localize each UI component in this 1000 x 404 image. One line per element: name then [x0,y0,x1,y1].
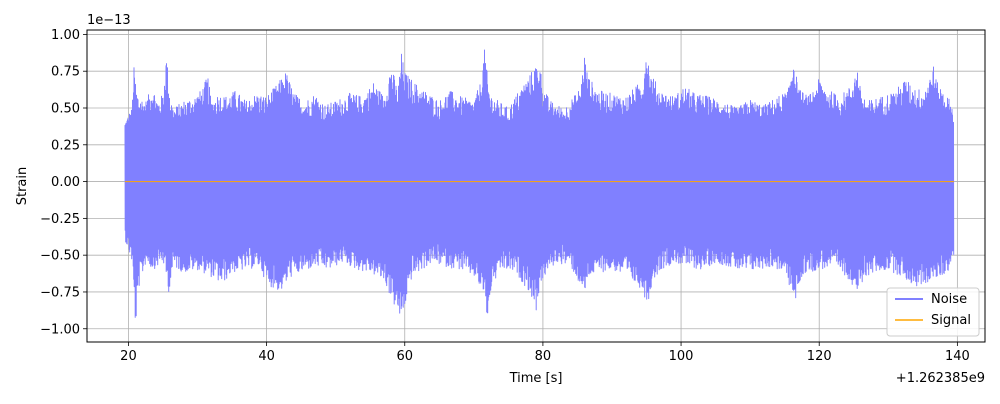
x-axis-offset-label: +1.262385e9 [896,371,985,386]
y-tick-label: −0.75 [40,285,80,300]
y-axis-scale-label: 1e−13 [87,13,131,28]
x-tick-label: 120 [807,349,832,364]
x-axis-label: Time [s] [509,371,563,386]
legend: Noise Signal [886,287,980,337]
y-tick-label: −0.25 [40,212,80,227]
y-axis-ticks: −1.00 −0.75 −0.50 −0.25 0.00 0.25 0.50 0.75 1.00 [40,28,87,337]
y-tick-label: −0.50 [40,249,80,264]
legend-label-signal: Signal [931,313,971,328]
noise-series-line [124,49,955,318]
y-tick-label: 1.00 [51,28,80,43]
x-tick-label: 80 [535,349,552,364]
y-tick-label: 0.25 [51,138,80,153]
x-axis-ticks: 20 40 60 80 100 120 140 [120,342,970,364]
x-tick-label: 20 [120,349,137,364]
y-tick-label: 0.75 [51,65,80,80]
y-tick-label: 0.00 [51,175,80,190]
series-layer [124,49,955,318]
x-tick-label: 100 [669,349,694,364]
x-tick-label: 140 [945,349,970,364]
y-axis-label: Strain [15,167,30,206]
x-tick-label: 40 [258,349,275,364]
y-tick-label: 0.50 [51,102,80,117]
legend-label-noise: Noise [931,292,967,307]
y-tick-label: −1.00 [40,322,80,337]
x-tick-label: 60 [396,349,413,364]
plot-frame [86,29,986,343]
